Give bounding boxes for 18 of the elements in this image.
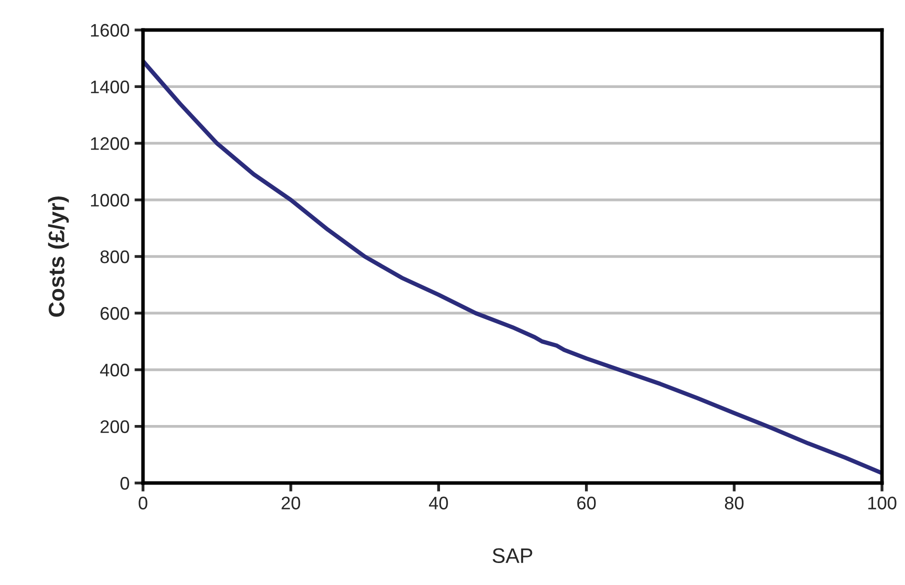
x-tick-label: 60	[577, 496, 596, 510]
y-tick-label: 200	[100, 420, 130, 434]
x-tick-label: 100	[868, 496, 896, 510]
x-tick-label: 40	[428, 496, 448, 510]
x-axis-title: SAP	[492, 548, 532, 564]
y-tick-label: 800	[100, 250, 130, 264]
x-tick-label: 20	[282, 496, 300, 510]
x-tick-label: 80	[724, 496, 744, 510]
x-tick-label: 0	[138, 496, 148, 510]
y-tick-label: 1600	[91, 24, 130, 37]
line-series	[143, 59, 882, 476]
y-tick-label: 400	[100, 364, 130, 376]
y-axis-title: Costs (£/yr)	[48, 196, 69, 317]
y-tick-label: 600	[100, 307, 130, 320]
y-tick-label: 1400	[91, 80, 130, 94]
y-tick-label: 1000	[91, 194, 130, 207]
y-tick-label: 1200	[91, 137, 130, 150]
y-tick-label: 0	[120, 476, 130, 490]
